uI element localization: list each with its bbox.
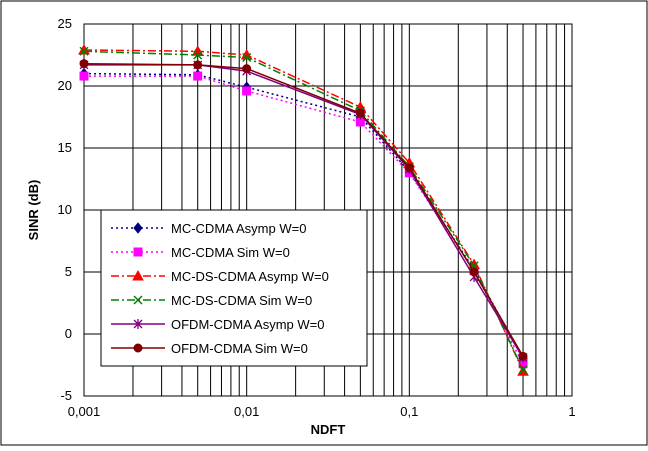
legend-label: OFDM-CDMA Asymp W=0 xyxy=(171,317,325,332)
legend-entry: MC-DS-CDMA Sim W=0 xyxy=(111,293,312,308)
legend-swatch-marker xyxy=(133,222,143,234)
x-tick-label: 0,01 xyxy=(234,404,259,419)
data-point xyxy=(79,59,89,69)
series-layer xyxy=(78,44,529,376)
y-tick-label: 0 xyxy=(65,326,72,341)
legend-swatch-marker xyxy=(132,269,144,281)
legend-entry: OFDM-CDMA Asymp W=0 xyxy=(111,317,325,332)
data-point xyxy=(469,267,479,277)
legend-entry: OFDM-CDMA Sim W=0 xyxy=(111,341,308,356)
axis-tick-labels: -5 0 5 10 15 20 25 0,001 0,01 0,1 1 xyxy=(58,16,576,419)
legend-label: OFDM-CDMA Sim W=0 xyxy=(171,341,308,356)
data-point xyxy=(79,46,89,56)
legend-swatch-marker xyxy=(133,247,143,257)
legend-entry: MC-DS-CDMA Asymp W=0 xyxy=(111,269,329,284)
y-tick-label: 10 xyxy=(58,202,72,217)
legend-swatch-marker xyxy=(133,343,143,353)
legend-swatch-marker xyxy=(133,319,143,329)
legend-entry: MC-CDMA Sim W=0 xyxy=(111,245,290,260)
legend-label: MC-DS-CDMA Sim W=0 xyxy=(171,293,312,308)
x-axis-label: NDFT xyxy=(311,422,346,437)
plot-area-frame xyxy=(83,23,573,397)
y-tick-label: 5 xyxy=(65,264,72,279)
data-point xyxy=(193,50,203,60)
legend-label: MC-CDMA Sim W=0 xyxy=(171,245,290,260)
y-tick-label: 20 xyxy=(58,78,72,93)
legend-entry: MC-CDMA Asymp W=0 xyxy=(111,221,306,236)
x-tick-label: 1 xyxy=(568,404,575,419)
data-point xyxy=(79,71,89,81)
data-point xyxy=(242,52,252,63)
y-tick-label: -5 xyxy=(60,388,72,403)
y-tick-label: 25 xyxy=(58,16,72,31)
data-point xyxy=(404,163,414,173)
data-point xyxy=(355,108,365,118)
data-point xyxy=(193,60,203,70)
legend: MC-CDMA Asymp W=0 MC-CDMA Sim W=0 MC-DS-CD… xyxy=(100,209,368,367)
series-6 xyxy=(79,59,528,361)
legend-label: MC-CDMA Asymp W=0 xyxy=(171,221,306,236)
data-point xyxy=(242,86,252,96)
y-tick-label: 15 xyxy=(58,140,72,155)
data-point xyxy=(242,64,252,74)
legend-swatch-marker xyxy=(133,295,143,305)
legend-label: MC-DS-CDMA Asymp W=0 xyxy=(171,269,329,284)
legend-box xyxy=(100,209,368,367)
x-tick-label: 0,001 xyxy=(68,404,101,419)
y-axis-label: SINR (dB) xyxy=(26,180,41,241)
x-tick-label: 0,1 xyxy=(400,404,418,419)
data-point xyxy=(193,71,203,81)
data-point xyxy=(518,351,528,361)
data-point xyxy=(518,365,528,375)
